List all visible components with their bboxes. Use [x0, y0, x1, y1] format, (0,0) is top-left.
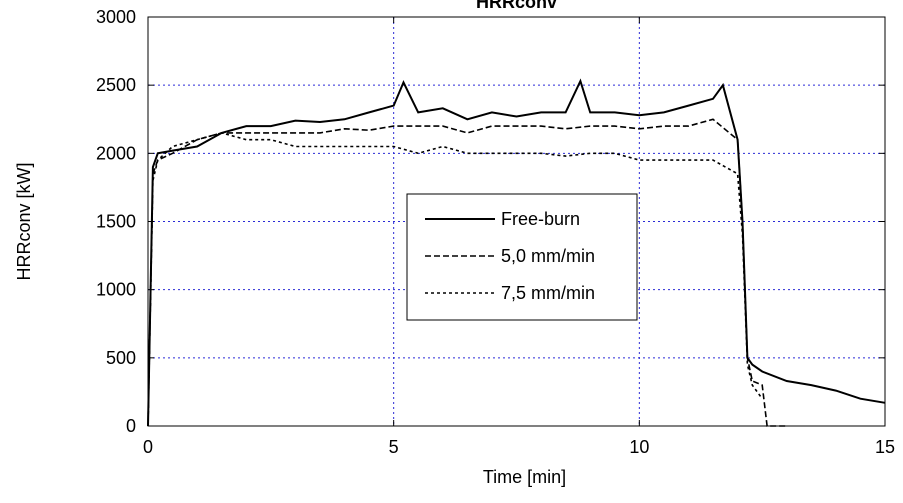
- x-tick-label: 10: [629, 437, 649, 457]
- series-line-0: [147, 78, 886, 427]
- y-axis-title: HRRconv [kW]: [14, 162, 34, 280]
- y-tick-label: 1000: [96, 280, 136, 300]
- chart-title: HRRconv: [476, 0, 557, 12]
- legend-label-0: Free-burn: [501, 209, 580, 229]
- y-tick-label: 1500: [96, 212, 136, 232]
- x-tick-label: 15: [875, 437, 895, 457]
- x-tick-label: 5: [389, 437, 399, 457]
- x-axis-title: Time [min]: [483, 467, 566, 487]
- y-tick-label: 500: [106, 348, 136, 368]
- legend-label-1: 5,0 mm/min: [501, 246, 595, 266]
- legend-box: [406, 193, 638, 321]
- y-tick-label: 3000: [96, 7, 136, 27]
- series-line-1: [147, 118, 787, 427]
- y-tick-label: 2000: [96, 143, 136, 163]
- axis-ticks: 0 5 10 15 0 500 1000 1500 2000 2500 3000: [96, 7, 895, 457]
- y-tick-label: 2500: [96, 75, 136, 95]
- series-line-2: [147, 132, 763, 427]
- series-layer: [147, 78, 886, 427]
- y-tick-label: 0: [126, 416, 136, 436]
- grid-lines: [148, 17, 885, 426]
- legend-label-2: 7,5 mm/min: [501, 283, 595, 303]
- x-tick-label: 0: [143, 437, 153, 457]
- legend: Free-burn 5,0 mm/min 7,5 mm/min: [406, 193, 638, 321]
